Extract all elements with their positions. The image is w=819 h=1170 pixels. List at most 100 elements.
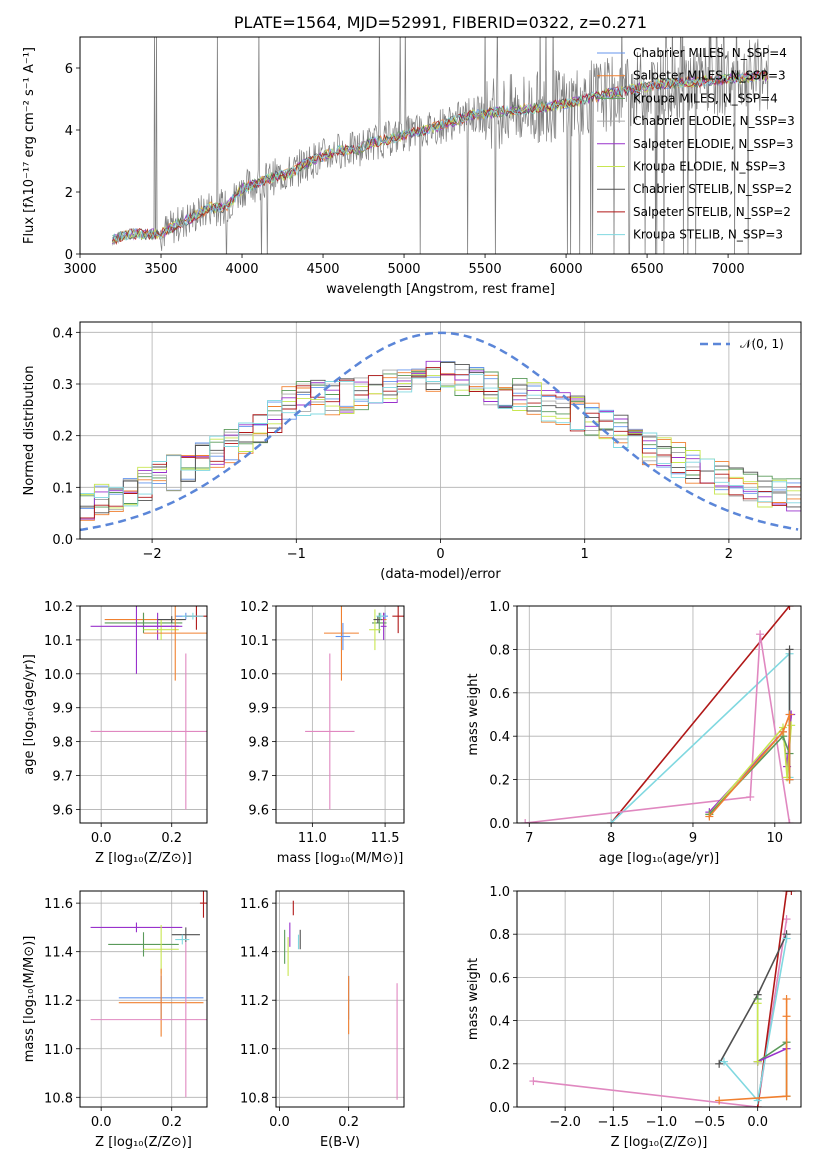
age-vs-mass-frame xyxy=(275,605,405,824)
y-tick-label: 1.0 xyxy=(489,885,510,900)
y-tick-label: 0.8 xyxy=(489,928,510,943)
legend-entry: Chabrier MILES, N_SSP=4 xyxy=(633,46,787,60)
spectrum-frame xyxy=(79,36,802,255)
weight-line xyxy=(610,606,791,823)
x-tick-label: 4500 xyxy=(306,262,339,277)
x-tick-label: 8 xyxy=(607,831,615,846)
legend-entry: Salpeter STELIB, N_SSP=2 xyxy=(633,205,791,219)
model-spectrum-line xyxy=(112,70,768,241)
weight-line xyxy=(719,999,788,1102)
weight-vs-Z-frame xyxy=(516,890,802,1108)
y-tick-label: 0.6 xyxy=(489,971,510,986)
age-vs-mass-plot-area xyxy=(305,606,404,810)
y-tick-label: 11.0 xyxy=(44,1043,73,1058)
gaussian-curve xyxy=(80,331,799,532)
residuals-frame xyxy=(79,321,802,540)
x-tick-label: 3500 xyxy=(144,262,177,277)
x-tick-label: 0.2 xyxy=(338,1115,359,1130)
weight-vs-Z-plot-area xyxy=(529,891,796,1107)
model-spectrum-line xyxy=(112,69,768,245)
y-tick-label: 1.0 xyxy=(489,600,510,615)
residual-histogram xyxy=(80,362,801,514)
weight-line xyxy=(533,918,788,1107)
x-tick-label: 9 xyxy=(689,831,697,846)
weight-line xyxy=(610,651,791,823)
legend-entry: Salpeter ELODIE, N_SSP=3 xyxy=(633,137,794,151)
y-tick-label: 0.4 xyxy=(489,1015,510,1030)
legend-entry: Chabrier STELIB, N_SSP=2 xyxy=(633,182,792,196)
weight-vs-age-frame xyxy=(516,605,802,824)
y-tick-label: 0.0 xyxy=(489,1101,510,1116)
y-tick-label: 11.4 xyxy=(240,946,269,961)
y-tick-label: 10.0 xyxy=(240,668,269,683)
x-axis-label: (data-model)/error xyxy=(380,567,501,582)
y-tick-label: 0.1 xyxy=(52,481,73,496)
legend-entry: Salpeter MILES, N_SSP=3 xyxy=(633,69,786,83)
x-tick-label: 6500 xyxy=(631,262,664,277)
legend-entry: Chabrier ELODIE, N_SSP=3 xyxy=(633,114,795,128)
residual-histogram xyxy=(80,360,801,520)
observed-spectrum xyxy=(112,37,769,254)
legend-entry: 𝒩(0, 1) xyxy=(740,337,784,351)
x-tick-label: −2 xyxy=(143,547,162,562)
y-tick-label: 0.4 xyxy=(52,326,73,341)
y-tick-label: 0.2 xyxy=(489,1058,510,1073)
x-axis-label: E(B-V) xyxy=(320,1135,360,1150)
x-axis-label: Z [log₁₀(Z/Z⊙)] xyxy=(611,1135,708,1150)
x-tick-label: −0.5 xyxy=(694,1115,726,1130)
y-tick-label: 9.7 xyxy=(52,770,73,785)
residual-histogram xyxy=(80,366,801,519)
y-tick-label: 11.0 xyxy=(240,1043,269,1058)
y-axis-label: age [log₁₀(age/yr)] xyxy=(22,654,37,775)
y-tick-label: 2 xyxy=(65,186,73,201)
x-tick-label: 0.2 xyxy=(161,831,182,846)
legend-entry: Kroupa STELIB, N_SSP=3 xyxy=(633,228,783,242)
y-tick-label: 11.2 xyxy=(44,994,73,1009)
y-tick-label: 0 xyxy=(65,248,73,263)
x-tick-label: 11.0 xyxy=(298,831,327,846)
x-tick-label: 3000 xyxy=(63,262,96,277)
y-axis-label: Flux [fλ10⁻¹⁷ erg cm⁻² s⁻¹ A⁻¹] xyxy=(22,47,37,244)
y-tick-label: 9.9 xyxy=(248,702,269,717)
y-tick-label: 10.8 xyxy=(44,1091,73,1106)
x-tick-label: −1 xyxy=(287,547,306,562)
y-tick-label: 9.8 xyxy=(52,736,73,751)
x-tick-label: 0.0 xyxy=(91,831,112,846)
y-tick-label: 10.8 xyxy=(240,1091,269,1106)
x-tick-label: 0.0 xyxy=(747,1115,768,1130)
x-tick-label: −1.0 xyxy=(646,1115,678,1130)
mass-vs-EBV-plot-area xyxy=(284,900,398,1100)
y-tick-label: 10.0 xyxy=(44,668,73,683)
y-tick-label: 11.6 xyxy=(44,897,73,912)
x-tick-label: 0.0 xyxy=(91,1115,112,1130)
y-axis-label: mass weight xyxy=(466,673,481,755)
spectrum-plot-area xyxy=(112,37,769,254)
x-tick-label: 2 xyxy=(725,547,733,562)
y-tick-label: 0.3 xyxy=(52,378,73,393)
residual-histogram xyxy=(80,373,801,507)
y-tick-label: 9.6 xyxy=(248,803,269,818)
y-tick-label: 0.0 xyxy=(489,817,510,832)
x-tick-label: −1.5 xyxy=(597,1115,629,1130)
x-tick-label: 11.5 xyxy=(371,831,400,846)
weight-line xyxy=(708,714,791,818)
y-axis-label: mass weight xyxy=(466,958,481,1040)
x-tick-label: −2.0 xyxy=(549,1115,581,1130)
y-tick-label: 0.4 xyxy=(489,730,510,745)
y-tick-label: 9.9 xyxy=(52,702,73,717)
x-axis-label: age [log₁₀(age/yr)] xyxy=(599,851,720,866)
legend-entry: Kroupa ELODIE, N_SSP=3 xyxy=(633,160,786,174)
x-axis-label: Z [log₁₀(Z/Z⊙)] xyxy=(95,1135,192,1150)
y-tick-label: 4 xyxy=(65,124,73,139)
weight-line xyxy=(756,891,792,1107)
y-axis-label: Normed distribution xyxy=(22,366,37,496)
y-tick-label: 9.8 xyxy=(248,736,269,751)
x-tick-label: 1 xyxy=(581,547,589,562)
y-tick-label: 0.8 xyxy=(489,643,510,658)
residuals-plot-area xyxy=(80,331,801,532)
mass-vs-Z-plot-area xyxy=(90,891,207,1098)
y-tick-label: 10.1 xyxy=(44,634,73,649)
y-tick-label: 11.4 xyxy=(44,946,73,961)
legend-entry: Kroupa MILES, N_SSP=4 xyxy=(633,91,778,105)
y-tick-label: 6 xyxy=(65,62,73,77)
